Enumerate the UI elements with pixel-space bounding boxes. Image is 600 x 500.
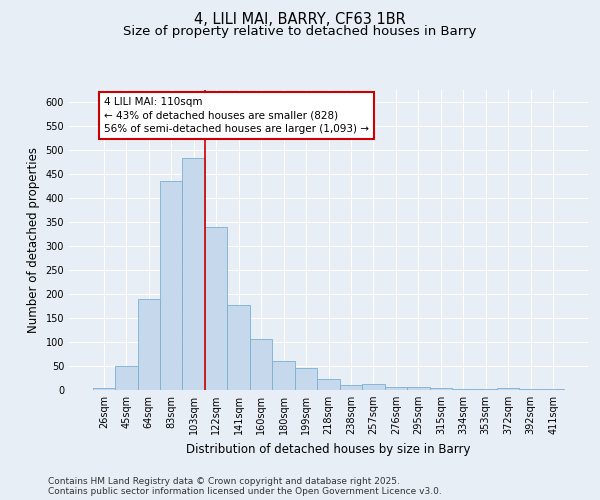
X-axis label: Distribution of detached houses by size in Barry: Distribution of detached houses by size … (186, 442, 471, 456)
Text: 4 LILI MAI: 110sqm
← 43% of detached houses are smaller (828)
56% of semi-detach: 4 LILI MAI: 110sqm ← 43% of detached hou… (104, 97, 369, 134)
Text: 4, LILI MAI, BARRY, CF63 1BR: 4, LILI MAI, BARRY, CF63 1BR (194, 12, 406, 28)
Text: Size of property relative to detached houses in Barry: Size of property relative to detached ho… (124, 25, 476, 38)
Bar (205, 227, 227, 390)
Bar (137, 299, 160, 390)
Text: Contains HM Land Registry data © Crown copyright and database right 2025.
Contai: Contains HM Land Registry data © Crown c… (48, 476, 442, 496)
Bar (407, 386, 430, 390)
Bar (182, 158, 205, 390)
Bar (475, 389, 497, 390)
Bar (520, 389, 542, 390)
Bar (385, 386, 407, 390)
Bar (160, 181, 182, 390)
Bar (430, 388, 452, 390)
Bar (295, 368, 317, 390)
Bar (272, 361, 295, 390)
Bar (340, 384, 362, 390)
Bar (227, 304, 250, 390)
Bar (452, 388, 475, 390)
Bar (115, 366, 137, 390)
Bar (542, 389, 565, 390)
Bar (362, 384, 385, 390)
Bar (92, 388, 115, 390)
Y-axis label: Number of detached properties: Number of detached properties (27, 147, 40, 333)
Bar (250, 338, 272, 390)
Bar (497, 388, 520, 390)
Bar (317, 379, 340, 390)
